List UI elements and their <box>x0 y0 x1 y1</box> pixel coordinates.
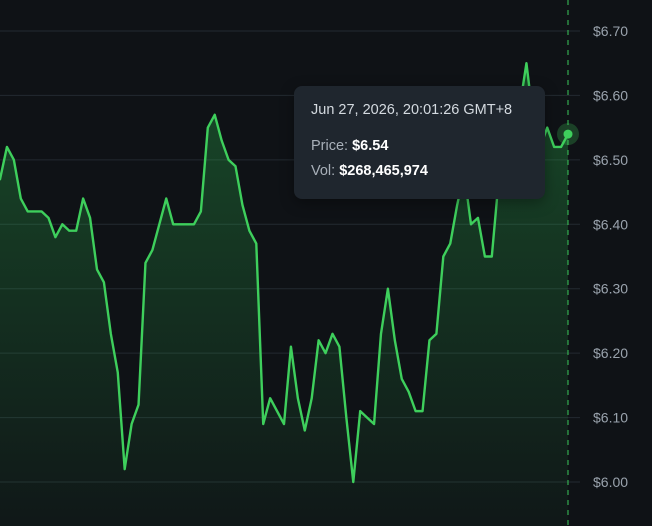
y-tick-label: $6.50 <box>593 152 628 168</box>
price-line <box>0 62 570 484</box>
tooltip-time: Jun 27, 2026, 20:01:26 GMT+8 <box>311 102 513 118</box>
y-axis-ticks: $6.70 $6.60 $6.50 $6.40 $6.30 $6.20 $6.10 $6.00 <box>593 23 628 490</box>
y-tick-label: $6.20 <box>593 345 628 361</box>
y-tick-label: $6.70 <box>593 23 628 39</box>
y-tick-label: $6.60 <box>593 87 628 103</box>
tooltip-price-label: Price: <box>311 138 349 154</box>
y-tick-label: $6.00 <box>593 474 628 490</box>
y-tick-label: $6.30 <box>593 281 628 297</box>
hover-point[interactable] <box>563 129 573 139</box>
price-area <box>0 63 568 526</box>
y-tick-label: $6.40 <box>593 216 628 232</box>
tooltip-price-value: $6.54 <box>352 138 389 154</box>
tooltip-vol-value: $268,465,974 <box>339 163 428 179</box>
tooltip-vol-row: Vol: $268,465,974 <box>311 159 528 184</box>
tooltip-price-row: Price: $6.54 <box>311 134 528 159</box>
price-tooltip: Jun 27, 2026, 20:01:26 GMT+8 Price: $6.5… <box>294 86 545 199</box>
tooltip-vol-label: Vol: <box>311 163 336 179</box>
y-tick-label: $6.10 <box>593 410 628 426</box>
